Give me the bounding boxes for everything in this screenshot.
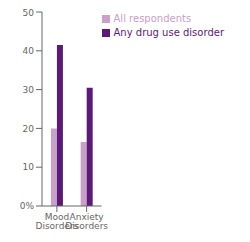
svg-text:20: 20 (23, 124, 35, 134)
svg-text:40: 40 (23, 46, 35, 56)
svg-text:30: 30 (23, 85, 35, 95)
svg-text:AnxietyDisorders: AnxietyDisorders (65, 212, 108, 231)
svg-text:50: 50 (23, 8, 35, 18)
html-text:Mood: Mood (44, 212, 70, 223)
html-text:Any drug use disorder: Any drug use disorder (113, 27, 224, 38)
html-text:All respondents: All respondents (113, 13, 192, 24)
svg-text:0%: 0% (20, 201, 35, 211)
svg-text:10: 10 (23, 162, 35, 172)
html-text:Disorders: Disorders (35, 221, 79, 232)
